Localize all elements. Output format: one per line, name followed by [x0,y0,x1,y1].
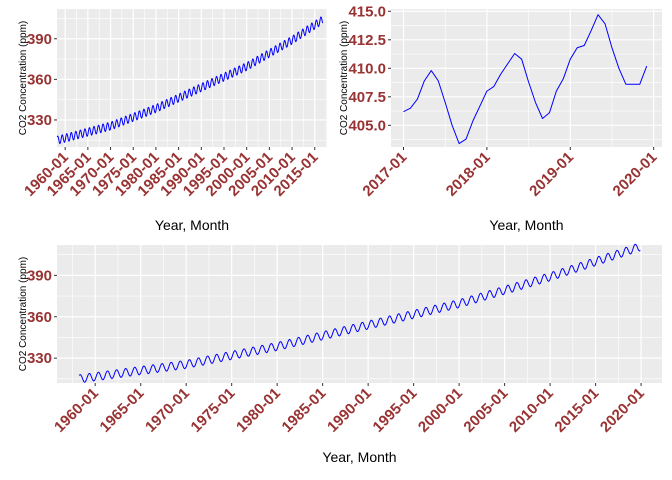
x-tick-label: 2020-01 [597,385,648,436]
x-tick-label: 2005-01 [460,385,511,436]
x-axis-title: Year, Month [489,217,563,233]
y-tick-label: 390 [27,267,52,284]
y-tick-label: 330 [27,350,52,367]
co2-series-line [78,243,641,383]
x-tick-label: 2017-01 [359,149,410,200]
y-tick-label: 360 [27,71,52,88]
co2-series-line [56,16,324,145]
y-axis-title: CO2 Concentration (ppm) [18,257,29,372]
chart-panel-full-period: 1960-011965-011970-011975-011980-011985-… [18,9,327,233]
x-tick-label: 1995-01 [370,385,421,436]
x-tick-label: 1980-01 [233,385,284,436]
chart-panel-recent-years: 2017-01 2018-01 2019-01 2020-01 405.0 407.5 41… [339,3,662,233]
co2-series-line [403,14,648,145]
y-tick-label: 410.0 [348,60,386,77]
x-tick-label: 1960-01 [51,385,102,436]
x-tick-label: 2020-01 [610,149,661,200]
y-axis-title: CO2 Concentration (ppm) [18,21,29,136]
y-tick-label: 360 [27,309,52,326]
x-axis-title: Year, Month [155,217,229,233]
x-tick-label: 2018-01 [443,149,494,200]
y-tick-label: 330 [27,112,52,129]
x-tick-label: 1970-01 [142,385,193,436]
x-tick-label: 2019-01 [526,149,577,200]
plot-background [57,9,327,147]
x-tick-label: 1985-01 [279,385,330,436]
x-tick-label: 1965-01 [97,385,148,436]
x-axis-title: Year, Month [322,449,396,465]
y-tick-label: 390 [27,31,52,48]
plot-background [391,9,662,147]
x-tick-label: 2010-01 [506,385,557,436]
x-tick-label: 2015-01 [551,385,602,436]
y-tick-label: 412.5 [348,32,386,49]
y-tick-label: 407.5 [348,89,386,106]
x-tick-label: 1975-01 [188,385,239,436]
x-tick-label: 1990-01 [324,385,375,436]
y-tick-label: 405.0 [348,117,386,134]
plot-background [57,245,662,383]
y-axis-title: CO2 Concentration (ppm) [339,21,350,136]
y-tick-label: 415.0 [348,3,386,20]
chart-panel-full-period-wide: 1960-011965-011970-011975-011980-011985-… [18,243,662,465]
x-tick-label: 2000-01 [415,385,466,436]
